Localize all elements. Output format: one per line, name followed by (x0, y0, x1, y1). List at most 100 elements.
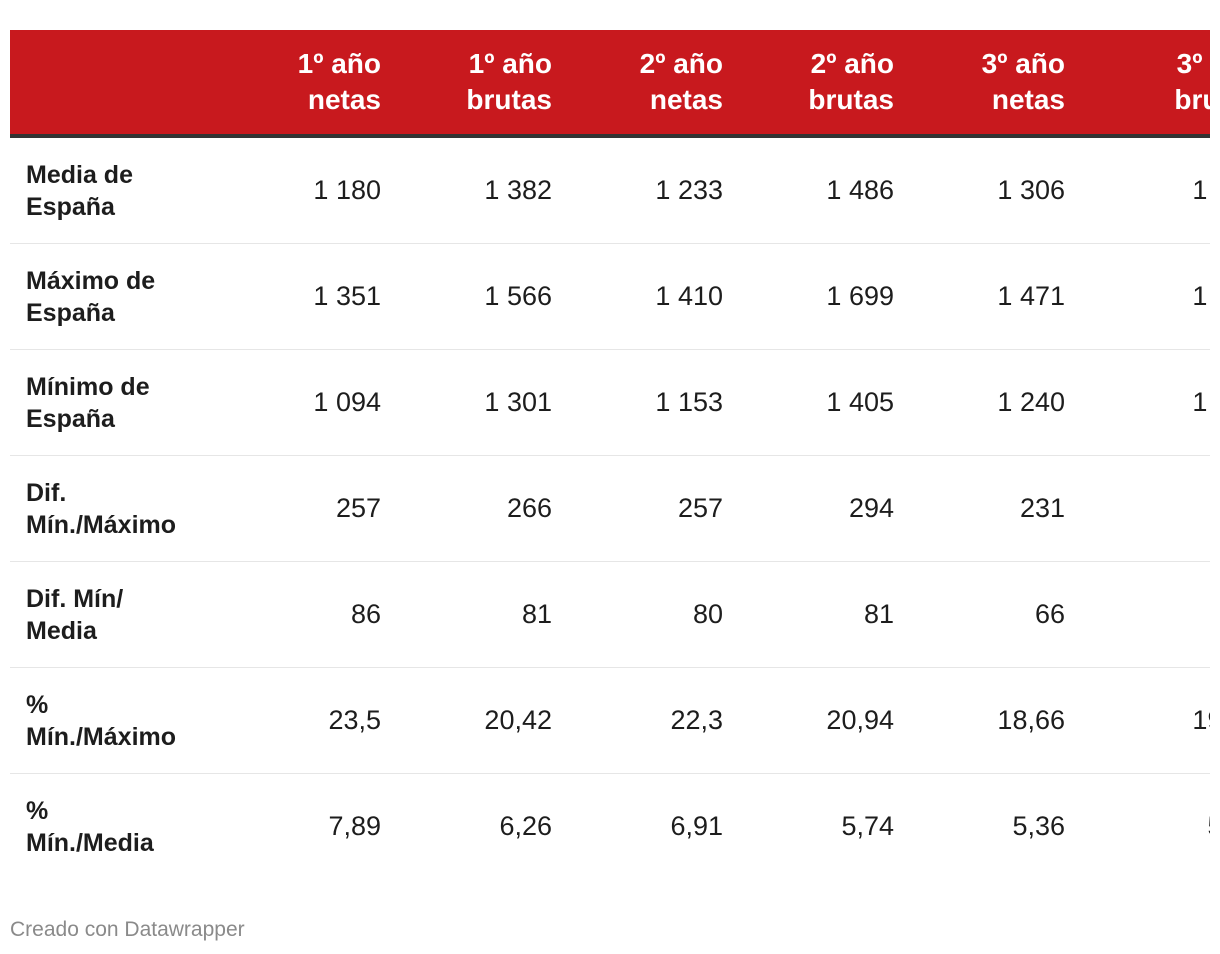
table-cell: 23,5 (220, 667, 391, 774)
table-cell: 1 351 (220, 243, 391, 350)
cell-value: 231 (1019, 493, 1065, 523)
table-cell: 1 471 (904, 243, 1075, 350)
row-label: Máximo de España (10, 243, 220, 350)
table-cell: 6,91 (562, 774, 733, 880)
row-label: Dif. Mín/Media (10, 561, 220, 668)
table-cell: 1 240 (904, 349, 1075, 456)
header-row: 1º año netas 1º año brutas 2º año netas … (10, 30, 1210, 138)
column-header-kind: netas (649, 84, 723, 115)
table-cell: 1 180 (220, 136, 391, 244)
row-label: Dif. Mín./Máximo (10, 455, 220, 562)
table-cell: 1 094 (220, 349, 391, 456)
column-header-kind: brutas (466, 84, 552, 115)
cell-value: 20,42 (484, 705, 552, 735)
table-cell: 81 (391, 561, 562, 668)
table-cell: 6,26 (391, 774, 562, 880)
table-cell: 5,36 (904, 774, 1075, 880)
cell-value: 23,5 (328, 705, 381, 735)
cell-value: 1 832 (1192, 281, 1210, 311)
table-cell: 84 (1075, 561, 1210, 668)
column-header: 1º año brutas (391, 30, 562, 138)
column-header-year: 1º año (468, 48, 552, 79)
cell-value: 81 (863, 599, 894, 629)
table-cell: 1 410 (562, 243, 733, 350)
cell-value: 1 094 (313, 387, 381, 417)
row-label-line: España (26, 404, 115, 433)
cell-value: 6,26 (499, 811, 552, 841)
table-cell: 7,89 (220, 774, 391, 880)
row-label: Media de España (10, 136, 220, 244)
table-cell: 1 832 (1075, 243, 1210, 350)
cell-value: 66 (1034, 599, 1065, 629)
cell-value: 266 (506, 493, 552, 523)
cell-value: 5,44 (1207, 811, 1210, 842)
column-header-kind: brutas (808, 84, 894, 115)
table-cell: 20,94 (733, 667, 904, 774)
table-cell: 1 486 (733, 136, 904, 244)
table-cell: 5,44 (1075, 774, 1210, 880)
table-cell: 294 (733, 455, 904, 562)
cell-value: 1 180 (313, 175, 381, 205)
cell-value: 86 (350, 599, 381, 629)
table-cell: 1 153 (562, 349, 733, 456)
row-label: Mínimo de España (10, 349, 220, 456)
row-label-line: Mín./Media (26, 828, 154, 857)
table-body: Media de España 1 180 1 382 1 233 1 486 1 306 1… (10, 136, 1210, 879)
table-cell: 257 (220, 455, 391, 562)
column-header: 2º año brutas (733, 30, 904, 138)
table-cell: 20,42 (391, 667, 562, 774)
cell-value: 1 566 (484, 281, 552, 311)
cell-value: 7,89 (328, 811, 381, 841)
row-label-line: España (26, 192, 115, 221)
cell-value: 20,94 (826, 705, 894, 735)
cell-value: 1 619 (1192, 175, 1210, 205)
row-label-line: Mín./Máximo (26, 510, 177, 539)
table-row: Mínimo de España 1 094 1 301 1 153 1 405 1 240… (10, 349, 1210, 456)
column-header: 3º año brutas (1075, 30, 1210, 138)
table-row: Dif. Mín./Máximo 257 266 257 294 231 297 (10, 455, 1210, 562)
cell-value: 1 535 (1192, 387, 1210, 417)
table-cell: 5,74 (733, 774, 904, 880)
header-corner (10, 30, 220, 138)
row-label-line: España (26, 298, 115, 327)
row-label-line: Media de (26, 160, 133, 189)
row-label-line: Mín./Máximo (26, 722, 177, 751)
cell-value: 294 (848, 493, 894, 523)
cell-value: 81 (521, 599, 552, 629)
table-cell: 1 566 (391, 243, 562, 350)
table-row: % Mín./Máximo 23,5 20,42 22,3 20,94 18,66 19,34 (10, 667, 1210, 774)
cell-value: 1 153 (655, 387, 723, 417)
row-label-line: Mínimo de (26, 372, 150, 401)
table-cell: 266 (391, 455, 562, 562)
table-cell: 231 (904, 455, 1075, 562)
cell-value: 80 (692, 599, 723, 629)
table-row: Máximo de España 1 351 1 566 1 410 1 699 1 471… (10, 243, 1210, 350)
row-label-line: % (26, 796, 49, 825)
footer-credit: Creado con Datawrapper (10, 918, 245, 941)
table-cell: 257 (562, 455, 733, 562)
cell-value: 1 471 (997, 281, 1065, 311)
row-label: % Mín./Máximo (10, 667, 220, 774)
column-header-kind: netas (307, 84, 381, 115)
column-header-year: 2º año (639, 48, 723, 79)
table-cell: 19,34 (1075, 667, 1210, 774)
cell-value: 22,3 (670, 705, 723, 735)
cell-value: 19,34 (1192, 705, 1210, 735)
cell-value: 1 240 (997, 387, 1065, 417)
column-header: 3º año netas (904, 30, 1075, 138)
cell-value: 5,36 (1012, 811, 1065, 841)
row-label-line: Media (26, 616, 97, 645)
cell-value: 1 699 (826, 281, 894, 311)
table-row: Media de España 1 180 1 382 1 233 1 486 1 306 1… (10, 136, 1210, 244)
cell-value: 18,66 (997, 705, 1065, 735)
table-cell: 1 405 (733, 349, 904, 456)
row-label-line: % (26, 690, 49, 719)
cell-value: 1 351 (313, 281, 381, 311)
cell-value: 6,91 (670, 811, 723, 841)
cell-value: 1 306 (997, 175, 1065, 205)
table-cell: 66 (904, 561, 1075, 668)
column-header-year: 2º año (810, 48, 894, 79)
table-cell: 80 (562, 561, 733, 668)
column-header: 2º año netas (562, 30, 733, 138)
table-row: Dif. Mín/Media 86 81 80 81 66 84 (10, 561, 1210, 668)
